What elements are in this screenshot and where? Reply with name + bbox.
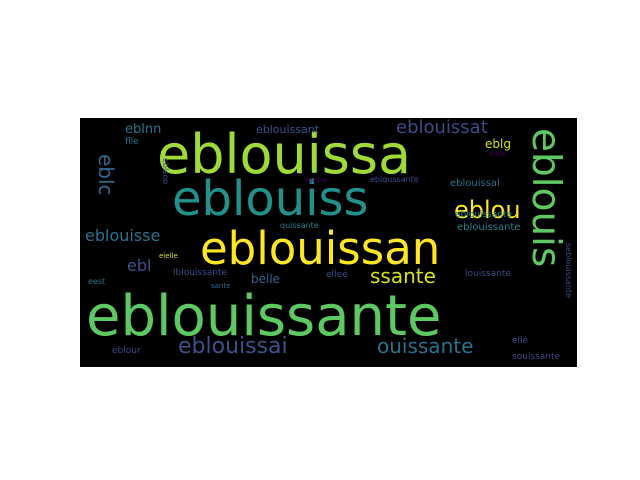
word-cloud: eblouissante eblouissa eblouiss eblouiss… <box>80 118 577 367</box>
word-eblsoo: eblsoo <box>161 158 170 185</box>
word-ellee: elleé <box>326 270 348 280</box>
word-quissante: quissante <box>280 221 319 230</box>
word-lblouissante: lblouissante <box>173 268 228 278</box>
word-ssante: ssante <box>370 264 436 288</box>
word-seblouissante: seblouissante <box>564 243 573 298</box>
word-eblouissante-small: eblouissante <box>457 222 521 233</box>
word-louissante: louissante <box>465 269 511 279</box>
word-eblc: eblc <box>94 154 118 196</box>
word-feelle: feelle <box>305 176 328 185</box>
word-flle: flle <box>125 137 139 147</box>
word-eest: eest <box>88 277 106 286</box>
word-souissante: souissante <box>512 352 561 362</box>
word-eblouissan: eblouissan <box>200 222 441 275</box>
word-ouissante: ouissante <box>377 334 474 358</box>
word-belle: belle <box>251 272 281 286</box>
word-eblou: eblou <box>454 196 521 224</box>
word-ebl: ebl <box>127 256 152 275</box>
word-eblouissal: eblouissal <box>450 178 500 189</box>
word-eblouisse: eblouisse <box>85 226 161 245</box>
word-eblouissa: eblouissa <box>157 123 412 186</box>
word-elle-accent: ellé <box>512 336 529 346</box>
word-eblouis: eblouis <box>523 128 568 268</box>
word-eblqussante: eblqussante <box>370 175 419 184</box>
word-eblouissant: eblouissant <box>256 123 320 136</box>
word-eielle: eielle <box>159 252 178 260</box>
word-eiele: eiele <box>489 150 506 158</box>
word-eblouiss: eblouiss <box>172 171 369 227</box>
word-eblouissante: eblouissante <box>86 284 442 349</box>
word-eblouissat: eblouissat <box>396 118 488 138</box>
word-eblg: eblg <box>485 137 511 151</box>
word-sante: sante <box>211 282 231 290</box>
word-eblouissante-tiny: eblouissante <box>455 210 513 220</box>
word-eblour: eblour <box>112 346 141 356</box>
word-eblouissai: eblouissai <box>178 334 288 359</box>
word-eblnn: eblnn <box>125 122 162 137</box>
